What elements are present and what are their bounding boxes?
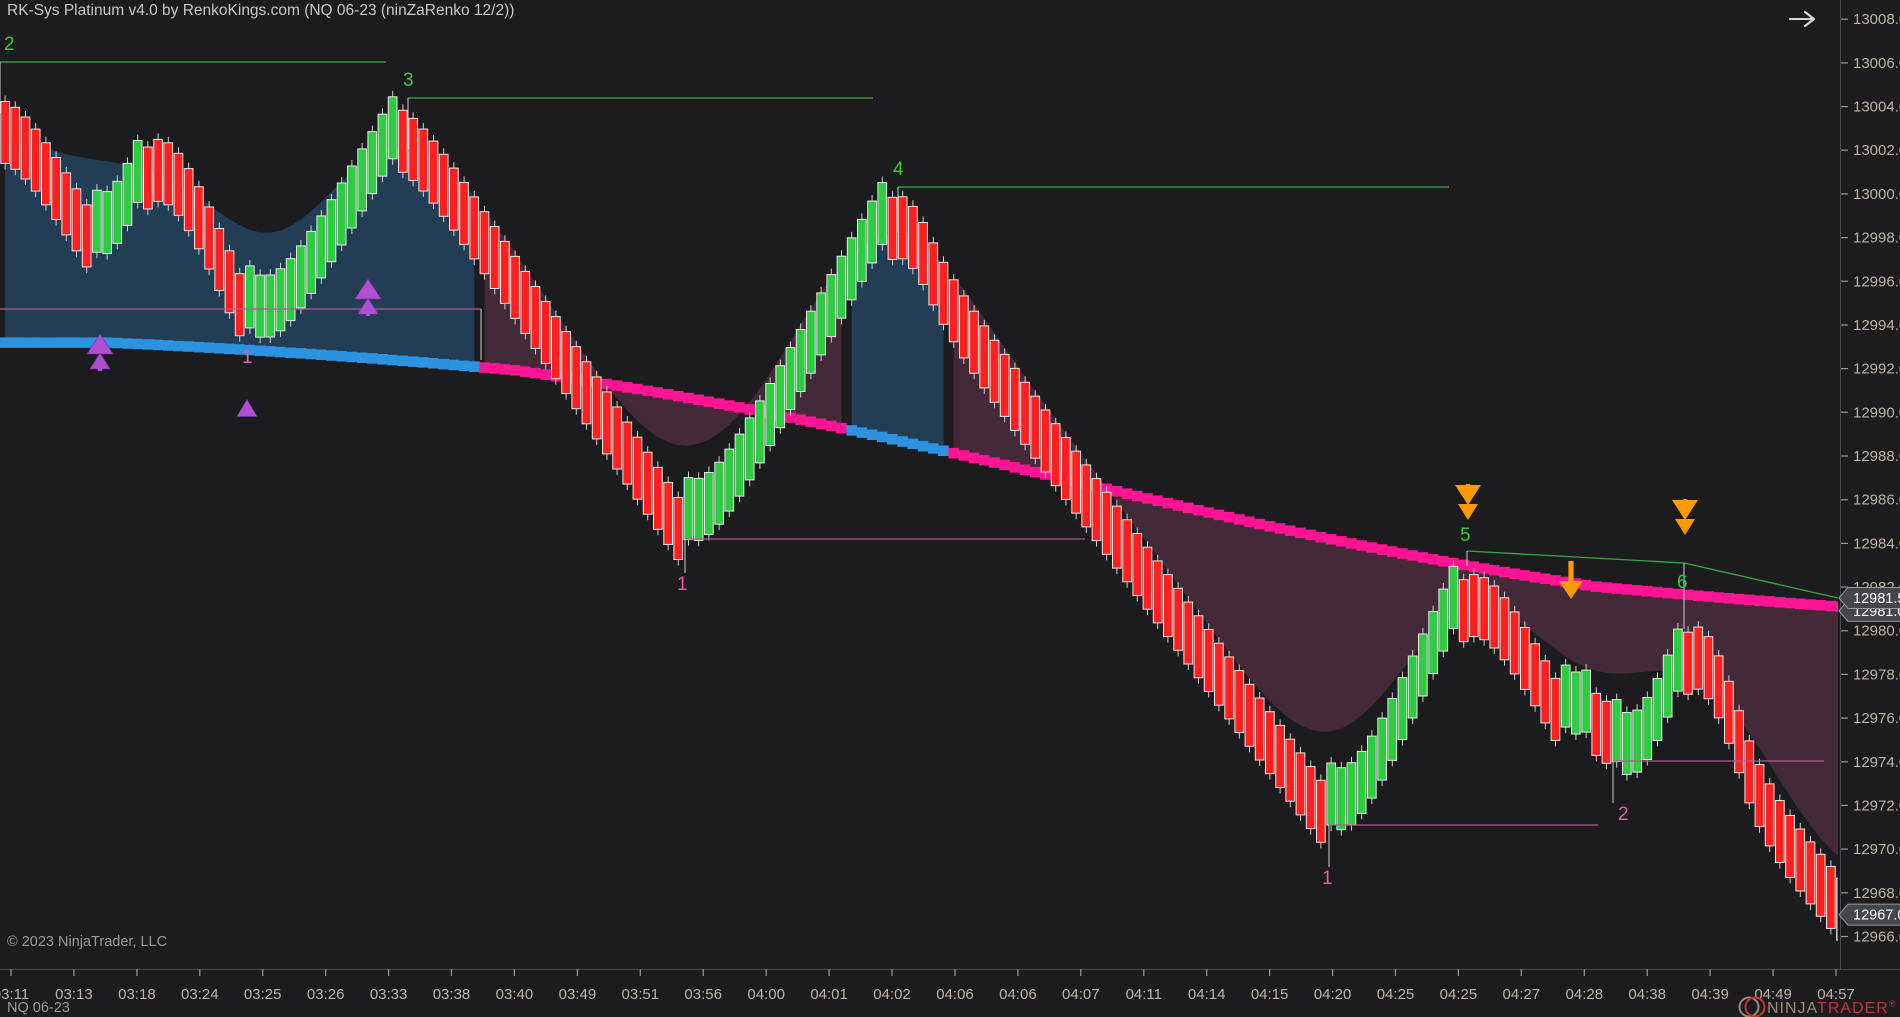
svg-text:12978.00: 12978.00 [1853,666,1900,683]
svg-text:12968.00: 12968.00 [1853,885,1900,902]
svg-text:03:38: 03:38 [433,986,471,1003]
svg-text:NINJATRADER®: NINJATRADER® [1767,999,1896,1017]
svg-text:04:14: 04:14 [1188,986,1226,1003]
svg-text:1: 1 [677,574,688,595]
svg-text:04:06: 04:06 [936,986,974,1003]
svg-text:04:39: 04:39 [1691,986,1729,1003]
svg-text:03:18: 03:18 [118,986,156,1003]
svg-text:13004.00: 13004.00 [1853,99,1900,116]
svg-text:1: 1 [242,347,253,368]
svg-text:12998.00: 12998.00 [1853,230,1900,247]
svg-text:03:40: 03:40 [496,986,534,1003]
svg-text:NQ 06-23: NQ 06-23 [7,1000,70,1016]
svg-text:3: 3 [403,70,414,91]
svg-text:© 2023 NinjaTrader, LLC: © 2023 NinjaTrader, LLC [7,934,167,950]
svg-text:04:25: 04:25 [1377,986,1415,1003]
svg-text:RK-Sys Platinum v4.0 by RenkoK: RK-Sys Platinum v4.0 by RenkoKings.com (… [7,2,514,19]
svg-text:03:25: 03:25 [244,986,282,1003]
svg-text:13008.00: 13008.00 [1853,11,1900,28]
svg-text:04:15: 04:15 [1251,986,1289,1003]
svg-text:04:00: 04:00 [747,986,785,1003]
svg-text:12980.00: 12980.00 [1853,623,1900,640]
svg-text:12972.00: 12972.00 [1853,797,1900,814]
svg-text:04:27: 04:27 [1503,986,1541,1003]
svg-text:04:01: 04:01 [810,986,848,1003]
svg-text:12970.00: 12970.00 [1853,841,1900,858]
svg-text:04:06: 04:06 [999,986,1037,1003]
svg-text:12966.00: 12966.00 [1853,929,1900,946]
svg-text:03:33: 03:33 [370,986,408,1003]
svg-text:12986.00: 12986.00 [1853,492,1900,509]
svg-text:04:11: 04:11 [1126,986,1162,1003]
svg-text:12967.00: 12967.00 [1853,908,1900,924]
svg-text:13006.00: 13006.00 [1853,55,1900,72]
svg-text:12981.50: 12981.50 [1853,591,1900,607]
svg-text:04:38: 04:38 [1628,986,1666,1003]
svg-text:12994.00: 12994.00 [1853,317,1900,334]
svg-text:12996.00: 12996.00 [1853,273,1900,290]
svg-text:12990.00: 12990.00 [1853,404,1900,421]
svg-text:03:56: 03:56 [684,986,722,1003]
svg-text:5: 5 [1460,525,1471,546]
svg-text:2: 2 [4,34,15,55]
svg-text:13002.00: 13002.00 [1853,142,1900,159]
svg-text:04:07: 04:07 [1062,986,1100,1003]
svg-text:03:51: 03:51 [622,986,660,1003]
svg-text:03:49: 03:49 [559,986,597,1003]
svg-text:13000.00: 13000.00 [1853,186,1900,203]
svg-text:1: 1 [1322,868,1333,889]
svg-text:04:02: 04:02 [873,986,911,1003]
svg-text:04:20: 04:20 [1314,986,1352,1003]
svg-text:04:25: 04:25 [1440,986,1478,1003]
svg-text:6: 6 [1677,572,1688,593]
svg-text:4: 4 [893,159,904,180]
svg-text:12974.00: 12974.00 [1853,754,1900,771]
svg-text:03:26: 03:26 [307,986,345,1003]
svg-text:04:28: 04:28 [1566,986,1604,1003]
svg-text:12976.00: 12976.00 [1853,710,1900,727]
svg-text:03:24: 03:24 [181,986,219,1003]
svg-text:12984.00: 12984.00 [1853,535,1900,552]
svg-text:12988.00: 12988.00 [1853,448,1900,465]
svg-text:2: 2 [1618,804,1629,825]
svg-text:12992.00: 12992.00 [1853,361,1900,378]
